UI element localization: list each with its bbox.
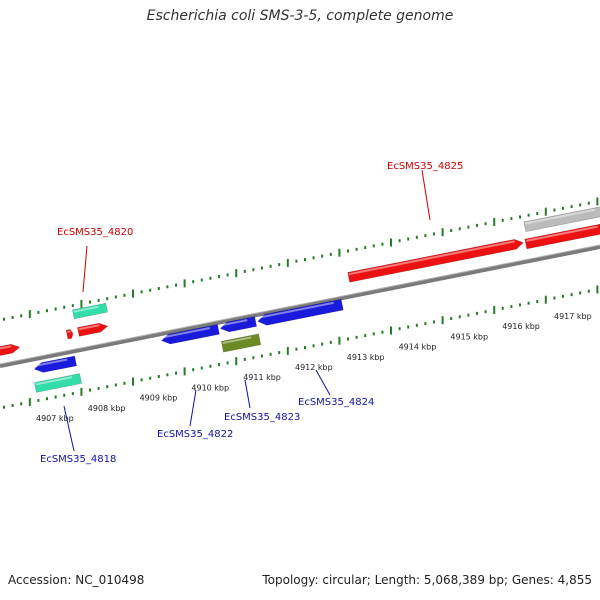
gene-label-EcSMS35_4824[interactable]: EcSMS35_4824 bbox=[298, 397, 374, 408]
gene-feature-fragment[interactable] bbox=[65, 329, 74, 340]
scale-label: 4916 kbp bbox=[502, 322, 540, 331]
rna-feature[interactable] bbox=[72, 302, 108, 320]
gray-feature[interactable] bbox=[523, 205, 600, 233]
gene-label-EcSMS35_4823[interactable]: EcSMS35_4823 bbox=[224, 412, 300, 423]
gene-feature-EcSMS35_4823-upper[interactable] bbox=[219, 316, 257, 334]
gene-label-EcSMS35_4818[interactable]: EcSMS35_4818 bbox=[40, 454, 116, 465]
gene-feature-EcSMS35_4820[interactable] bbox=[77, 322, 109, 337]
gene-labels: EcSMS35_4820 EcSMS35_4825 EcSMS35_4818 E… bbox=[40, 161, 463, 465]
backbone-line bbox=[0, 245, 600, 368]
gene-label-EcSMS35_4820[interactable]: EcSMS35_4820 bbox=[57, 227, 133, 238]
gene-feature-EcSMS35_4825[interactable] bbox=[347, 238, 525, 283]
gene-feature-EcSMS35_4823[interactable] bbox=[220, 333, 262, 353]
leader-4825 bbox=[421, 169, 431, 221]
leader-4822 bbox=[189, 389, 197, 427]
scale-label: 4915 kbp bbox=[450, 332, 488, 341]
gene-feature-left-edge[interactable] bbox=[0, 343, 21, 358]
scale-labels: 4907 kbp 4908 kbp 4909 kbp 4910 kbp 4911 kbp… bbox=[36, 312, 592, 423]
gene-feature-right-edge[interactable] bbox=[524, 222, 600, 250]
backbone-highlight bbox=[0, 244, 600, 365]
gene-feature-EcSMS35_4822[interactable] bbox=[160, 324, 220, 345]
scale-label: 4914 kbp bbox=[399, 343, 437, 352]
leader-4824 bbox=[315, 369, 331, 396]
gene-features bbox=[0, 205, 600, 393]
label-leader-lines bbox=[63, 169, 431, 452]
outer-tick-track bbox=[3, 197, 599, 321]
genome-summary-text: Topology: circular; Length: 5,068,389 bp… bbox=[262, 573, 592, 587]
rna-feature-lower[interactable] bbox=[34, 373, 82, 393]
backbone bbox=[0, 244, 600, 368]
gene-feature-EcSMS35_4824[interactable] bbox=[257, 298, 344, 327]
leader-4823 bbox=[244, 379, 251, 409]
scale-label: 4911 kbp bbox=[243, 373, 281, 382]
map-title: Escherichia coli SMS-3-5, complete genom… bbox=[146, 8, 454, 24]
scale-label: 4908 kbp bbox=[88, 404, 126, 413]
scale-label: 4910 kbp bbox=[191, 383, 229, 392]
leader-4820 bbox=[82, 245, 88, 293]
scale-label: 4913 kbp bbox=[347, 353, 385, 362]
accession-text: Accession: NC_010498 bbox=[8, 573, 145, 587]
inner-tick-track bbox=[3, 285, 599, 409]
gene-feature-EcSMS35_4818[interactable] bbox=[33, 355, 77, 374]
scale-label: 4907 kbp bbox=[36, 414, 74, 423]
gene-label-EcSMS35_4822[interactable]: EcSMS35_4822 bbox=[157, 429, 233, 440]
leader-4818 bbox=[63, 405, 75, 452]
gene-label-EcSMS35_4825[interactable]: EcSMS35_4825 bbox=[387, 161, 463, 172]
scale-label: 4909 kbp bbox=[140, 394, 178, 403]
scale-label: 4917 kbp bbox=[554, 312, 592, 321]
scale-label: 4912 kbp bbox=[295, 363, 333, 372]
